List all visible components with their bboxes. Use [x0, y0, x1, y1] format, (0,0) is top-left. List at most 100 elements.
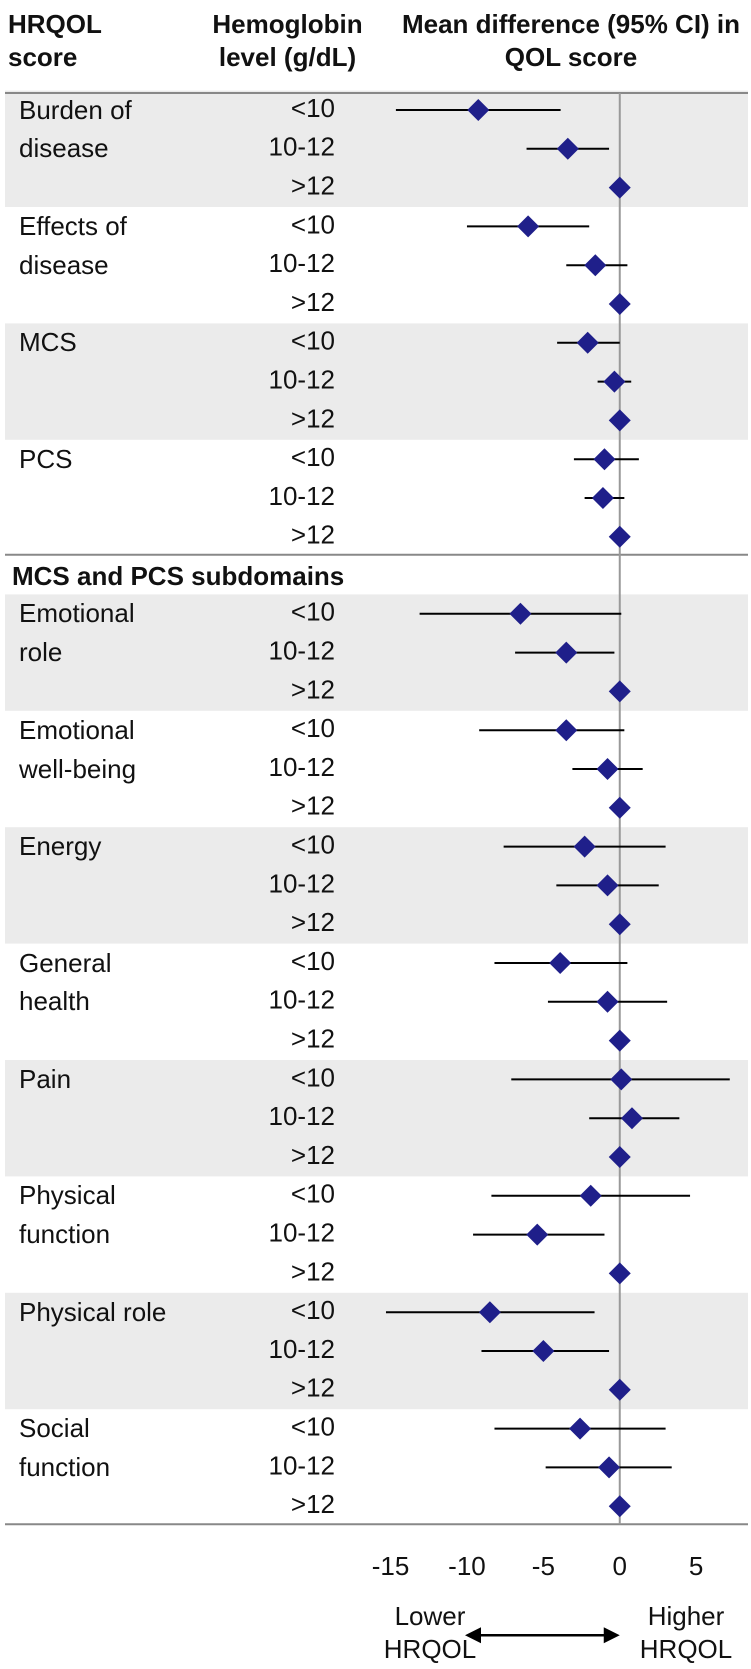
point-estimate: [608, 796, 631, 819]
direction-label: Lower HRQOL: [383, 1601, 477, 1665]
level-label: <10: [291, 93, 335, 123]
point-estimate: [596, 990, 619, 1013]
level-label: 10-12: [269, 752, 336, 782]
group-label: Effects of disease: [19, 211, 127, 280]
point-estimate: [526, 1223, 549, 1246]
column-header: HRQOL score: [8, 9, 102, 72]
level-label: 10-12: [269, 248, 336, 278]
point-estimate: [608, 525, 631, 548]
level-label: 10-12: [269, 1450, 336, 1480]
x-tick-label: -5: [532, 1551, 555, 1581]
point-estimate: [549, 952, 572, 974]
point-estimate: [555, 641, 578, 664]
level-label: <10: [291, 829, 335, 859]
point-estimate: [596, 874, 619, 897]
level-label: >12: [291, 170, 335, 200]
point-estimate: [608, 1146, 631, 1168]
level-label: <10: [291, 1062, 335, 1092]
level-label: 10-12: [269, 868, 336, 898]
point-estimate: [573, 835, 596, 858]
level-label: <10: [291, 597, 335, 627]
level-label: >12: [291, 287, 335, 317]
level-label: 10-12: [269, 985, 336, 1015]
point-estimate: [478, 1301, 501, 1324]
level-label: <10: [291, 1179, 335, 1209]
point-estimate: [584, 254, 607, 277]
level-label: >12: [291, 1023, 335, 1053]
level-label: >12: [291, 791, 335, 821]
point-estimate: [608, 1262, 631, 1285]
group-label: Energy: [19, 831, 102, 862]
group-label: Social function: [19, 1413, 111, 1482]
arrow-head: [465, 1627, 481, 1644]
level-label: <10: [291, 713, 335, 743]
point-estimate: [608, 680, 631, 703]
direction-label: Higher HRQOL: [639, 1601, 733, 1665]
group-label: Pain: [19, 1064, 72, 1094]
level-label: >12: [291, 1256, 335, 1286]
point-estimate: [591, 487, 614, 509]
level-label: 10-12: [269, 1334, 336, 1364]
level-label: <10: [291, 1295, 335, 1325]
level-label: 10-12: [269, 364, 336, 394]
level-label: <10: [291, 946, 335, 976]
point-estimate: [608, 176, 631, 199]
point-estimate: [608, 293, 631, 315]
level-label: 10-12: [269, 1217, 336, 1247]
point-estimate: [603, 370, 626, 393]
point-estimate: [596, 758, 619, 780]
point-estimate: [555, 719, 578, 742]
point-estimate: [610, 1068, 633, 1091]
arrow-head: [603, 1627, 620, 1644]
x-tick-label: 5: [689, 1551, 703, 1581]
point-estimate: [532, 1340, 555, 1362]
group-label: PCS: [19, 443, 73, 474]
group-label: Physical function: [19, 1180, 116, 1250]
level-label: <10: [291, 1411, 335, 1441]
mark-layer: <10 10-12 >12 <10 10-12 >12 <10 10-12 >12 <10 10-1…: [269, 93, 730, 1581]
level-label: 10-12: [269, 1101, 336, 1131]
point-estimate: [608, 409, 631, 432]
x-tick-label: -15: [372, 1551, 410, 1581]
group-label: Physical role: [19, 1296, 167, 1327]
x-tick-label: 0: [613, 1551, 627, 1581]
level-label: >12: [291, 520, 335, 550]
level-label: 10-12: [269, 481, 336, 511]
point-estimate: [608, 1495, 631, 1518]
level-label: >12: [291, 907, 335, 937]
point-estimate: [608, 913, 631, 936]
column-header: Hemoglobin level (g/dL): [212, 9, 363, 72]
group-label: MCS: [19, 327, 77, 358]
group-label: Burden of disease: [19, 94, 132, 164]
group-label: General health: [19, 947, 112, 1017]
level-label: 10-12: [269, 132, 336, 162]
group-label: Emotional role: [19, 598, 135, 668]
point-estimate: [467, 99, 490, 121]
point-estimate: [593, 448, 616, 471]
level-label: >12: [291, 1140, 335, 1170]
level-label: >12: [291, 403, 335, 433]
level-label: <10: [291, 326, 335, 356]
point-estimate: [517, 215, 540, 238]
point-estimate: [620, 1107, 643, 1130]
level-label: <10: [291, 442, 335, 472]
column-header: Mean difference (95% CI) in QOL score: [401, 9, 741, 72]
point-estimate: [598, 1456, 621, 1479]
point-estimate: [576, 331, 599, 354]
level-label: >12: [291, 1489, 335, 1519]
point-estimate: [608, 1029, 631, 1052]
level-label: >12: [291, 1373, 335, 1403]
section-title: MCS and PCS subdomains: [12, 560, 345, 591]
point-estimate: [608, 1378, 631, 1401]
point-estimate: [569, 1417, 592, 1440]
x-tick-label: -10: [448, 1551, 486, 1581]
point-estimate: [579, 1184, 602, 1207]
level-label: >12: [291, 674, 335, 704]
level-label: <10: [291, 209, 335, 239]
level-label: 10-12: [269, 635, 336, 665]
point-estimate: [556, 137, 579, 160]
point-estimate: [509, 602, 532, 625]
group-label: Emotional well-being: [19, 714, 137, 784]
